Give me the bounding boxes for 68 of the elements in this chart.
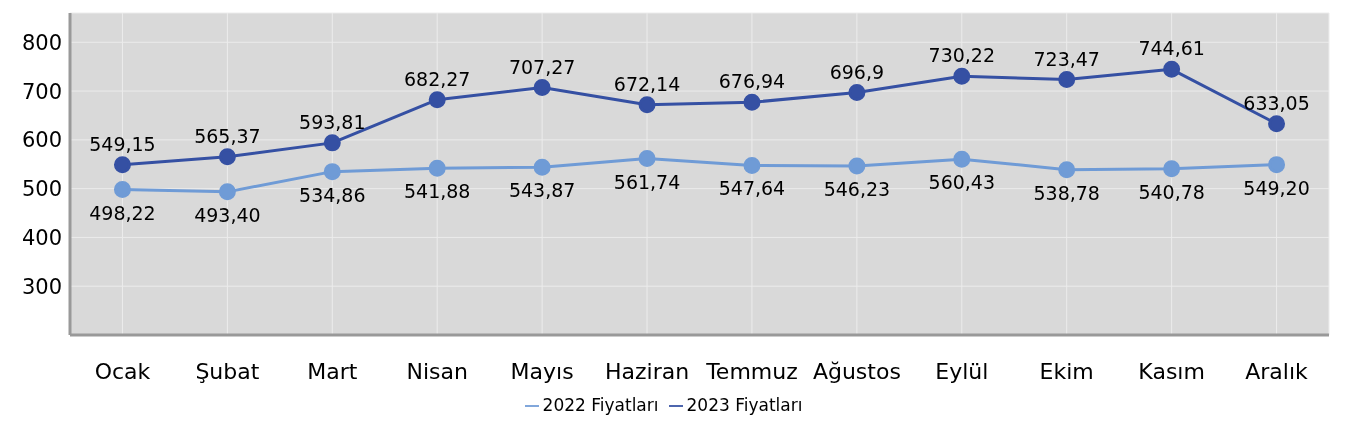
point — [533, 158, 551, 176]
y-tick-label: 600 — [21, 128, 62, 153]
x-tick-label: Ekim — [1039, 358, 1094, 384]
point — [428, 91, 446, 109]
point — [1163, 160, 1181, 178]
data-label: 676,94 — [718, 70, 786, 93]
data-label: 672,14 — [613, 72, 681, 95]
data-label: 682,27 — [403, 67, 471, 90]
data-label: 707,27 — [508, 55, 576, 78]
y-tick-label: 500 — [21, 177, 62, 202]
point — [1058, 161, 1076, 179]
x-tick-label: Haziran — [604, 358, 690, 384]
x-tick-label: Ocak — [94, 358, 151, 384]
data-label: 565,37 — [194, 124, 261, 147]
point — [1163, 60, 1181, 78]
y-tick-label: 700 — [21, 79, 62, 104]
point — [743, 156, 761, 174]
data-label: 549,15 — [89, 132, 156, 155]
x-tick-label: Şubat — [195, 358, 260, 384]
legend-label: 2022 Fiyatları — [542, 395, 659, 415]
x-tick-label: Mayıs — [510, 358, 574, 384]
data-label: 723,47 — [1033, 47, 1100, 70]
point — [638, 96, 656, 114]
data-label: 493,40 — [194, 203, 261, 226]
data-label: 560,43 — [928, 171, 996, 194]
y-tick-label: 300 — [21, 274, 62, 299]
data-label: 730,22 — [928, 44, 996, 67]
point — [743, 93, 761, 111]
point — [848, 84, 866, 102]
x-tick-label: Mart — [307, 358, 358, 384]
point — [533, 79, 551, 97]
point — [953, 150, 971, 168]
data-label: 744,61 — [1138, 37, 1205, 60]
point — [1268, 115, 1286, 133]
data-label: 540,78 — [1138, 180, 1205, 203]
point — [113, 156, 131, 174]
point — [848, 157, 866, 175]
y-tick-label: 800 — [21, 30, 62, 55]
point — [323, 163, 341, 181]
data-label: 593,81 — [299, 110, 366, 133]
data-label: 534,86 — [299, 183, 366, 206]
data-label: 546,23 — [823, 178, 891, 201]
point — [638, 150, 656, 168]
x-tick-label: Nisan — [406, 358, 468, 384]
x-tick-label: Eylül — [935, 358, 989, 384]
x-tick-label: Aralık — [1245, 358, 1309, 384]
data-label: 543,87 — [508, 179, 576, 202]
point — [1058, 71, 1076, 89]
point — [113, 181, 131, 199]
x-tick-label: Kasım — [1138, 358, 1205, 384]
point — [218, 148, 236, 166]
y-tick-label: 400 — [21, 225, 62, 250]
point — [218, 183, 236, 201]
point — [953, 67, 971, 85]
point — [428, 159, 446, 177]
data-label: 549,20 — [1243, 176, 1310, 199]
data-label: 696,9 — [829, 60, 885, 83]
x-tick-label: Ağustos — [812, 358, 901, 384]
data-label: 541,88 — [403, 180, 471, 203]
data-label: 547,64 — [718, 177, 786, 200]
legend-label: 2023 Fiyatları — [686, 395, 803, 415]
data-label: 498,22 — [89, 201, 156, 224]
point — [1268, 156, 1286, 174]
point — [323, 134, 341, 152]
x-tick-label: Temmuz — [705, 358, 798, 384]
data-label: 633,05 — [1243, 91, 1310, 114]
data-label: 561,74 — [613, 170, 681, 193]
data-label: 538,78 — [1033, 181, 1100, 204]
